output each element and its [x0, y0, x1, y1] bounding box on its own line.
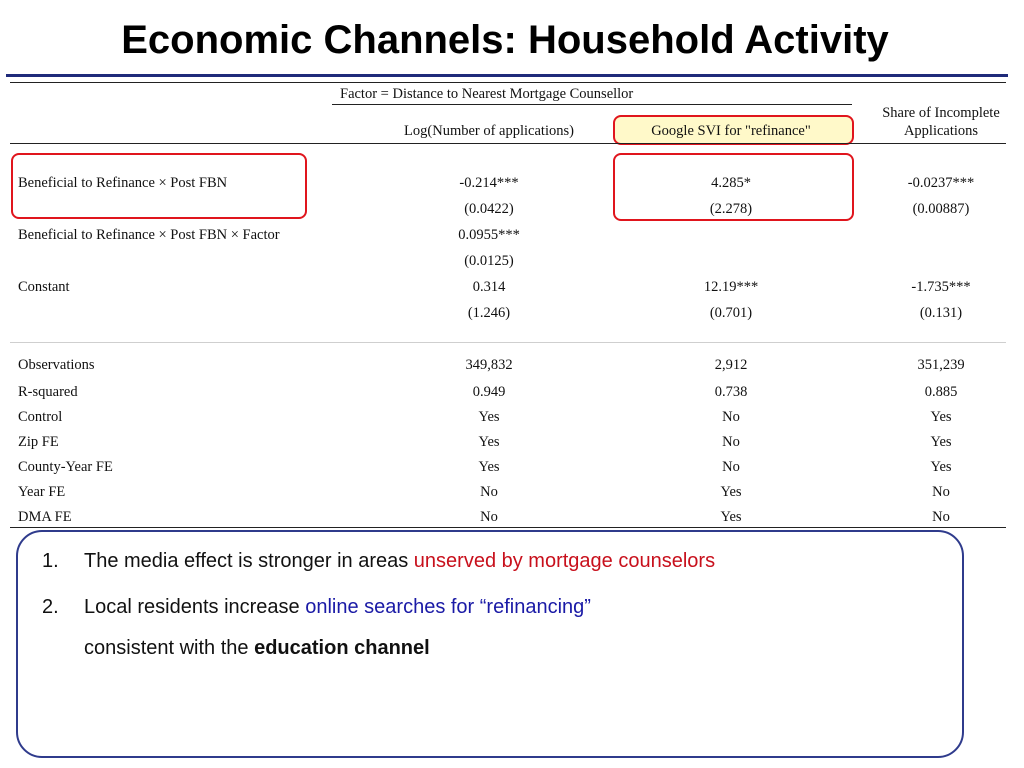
- table-cell: -0.0237***: [907, 175, 975, 191]
- row-label: Control: [18, 409, 63, 425]
- row-label: Beneficial to Refinance × Post FBN × Fac…: [18, 227, 280, 243]
- factor-underline: [332, 104, 852, 105]
- column-header-incomplete-line1: Share of Incomplete: [882, 105, 1000, 121]
- takeaway-text: Local residents increase: [84, 596, 306, 618]
- takeaway-highlight-red: unserved by mortgage counselors: [413, 550, 716, 572]
- table-cell: (0.0125): [464, 253, 514, 269]
- table-cell: (0.701): [709, 305, 753, 321]
- table-cell: (0.00887): [912, 201, 970, 217]
- row-label: Observations: [18, 357, 95, 373]
- table-cell: Yes: [478, 459, 500, 475]
- row-label: Zip FE: [18, 434, 59, 450]
- table-cell: (0.131): [919, 305, 963, 321]
- takeaway-text: consistent with the: [84, 637, 255, 659]
- table-cell: Yes: [930, 434, 952, 450]
- takeaways-box: 1. The media effect is stronger in areas …: [16, 530, 964, 758]
- table-cell: 0.314: [472, 279, 506, 295]
- table-cell: 4.285*: [711, 175, 751, 191]
- factor-header: Factor = Distance to Nearest Mortgage Co…: [340, 86, 634, 102]
- table-cell: Yes: [720, 484, 742, 500]
- column-header-log-applications: Log(Number of applications): [404, 123, 574, 139]
- table-cell: Yes: [930, 459, 952, 475]
- table-top-rule: [10, 82, 1006, 83]
- table-cell: 0.738: [714, 384, 748, 400]
- column-header-google-svi: Google SVI for "refinance": [651, 123, 811, 139]
- table-cell: No: [722, 459, 740, 475]
- takeaway-text: The media effect is stronger in areas: [84, 550, 414, 572]
- takeaway-item-2: 2. Local residents increase online search…: [42, 596, 591, 619]
- table-cell: (1.246): [467, 305, 511, 321]
- title-divider: [6, 74, 1008, 77]
- row-label: Year FE: [18, 484, 66, 500]
- takeaway-item-1: 1. The media effect is stronger in areas …: [42, 550, 715, 573]
- regression-table: Factor = Distance to Nearest Mortgage Co…: [10, 82, 1006, 528]
- table-cell: -1.735***: [911, 279, 971, 295]
- table-cell: -0.214***: [459, 175, 519, 191]
- table-cell: (0.0422): [464, 201, 514, 217]
- table-cell: No: [480, 484, 498, 500]
- table-bottom-rule: [10, 527, 1006, 528]
- table-cell: 349,832: [465, 357, 513, 373]
- table-cell: Yes: [478, 409, 500, 425]
- table-cell: 12.19***: [703, 279, 759, 295]
- row-label: Constant: [18, 279, 70, 295]
- slide-title: Economic Channels: Household Activity: [121, 18, 889, 62]
- table-cell: No: [932, 509, 950, 525]
- stats-divider-rule: [10, 342, 1006, 343]
- list-number: 2.: [42, 596, 59, 618]
- table-cell: No: [722, 409, 740, 425]
- row-label: DMA FE: [18, 509, 72, 525]
- table-cell: 2,912: [714, 357, 748, 373]
- table-cell: Yes: [478, 434, 500, 450]
- table-cell: No: [722, 434, 740, 450]
- takeaway-item-2-continuation: consistent with the education channel: [84, 637, 430, 660]
- list-number: 1.: [42, 550, 59, 572]
- highlight-box-svi-header: [613, 115, 854, 145]
- highlight-box-svi-coefficient: [613, 153, 854, 221]
- table-cell: 0.949: [472, 384, 506, 400]
- takeaway-bold-text: education channel: [254, 637, 430, 659]
- header-bottom-rule: [10, 143, 1006, 144]
- table-cell: No: [480, 509, 498, 525]
- row-label: County-Year FE: [18, 459, 113, 475]
- table-cell: (2.278): [709, 201, 753, 217]
- table-cell: No: [932, 484, 950, 500]
- table-cell: 0.0955***: [458, 227, 520, 243]
- takeaway-highlight-blue: online searches for “refinancing”: [305, 596, 591, 618]
- table-cell: Yes: [720, 509, 742, 525]
- table-cell: 0.885: [924, 384, 958, 400]
- row-label: Beneficial to Refinance × Post FBN: [18, 175, 228, 191]
- table-cell: 351,239: [917, 357, 965, 373]
- column-header-incomplete-line2: Applications: [903, 123, 979, 139]
- highlight-box-interaction-label: [11, 153, 307, 219]
- table-cell: Yes: [930, 409, 952, 425]
- row-label: R-squared: [18, 384, 78, 400]
